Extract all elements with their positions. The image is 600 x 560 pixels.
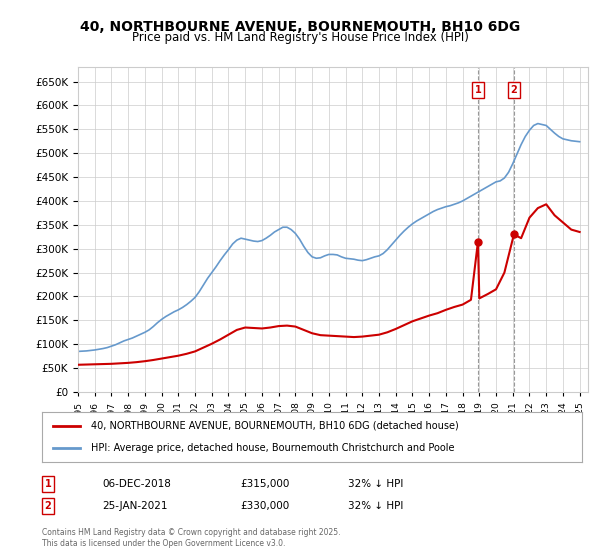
Text: 40, NORTHBOURNE AVENUE, BOURNEMOUTH, BH10 6DG: 40, NORTHBOURNE AVENUE, BOURNEMOUTH, BH1… [80, 20, 520, 34]
Text: Price paid vs. HM Land Registry's House Price Index (HPI): Price paid vs. HM Land Registry's House … [131, 31, 469, 44]
Text: 2: 2 [44, 501, 52, 511]
Text: 2: 2 [511, 85, 517, 95]
Text: 1: 1 [475, 85, 481, 95]
Text: 25-JAN-2021: 25-JAN-2021 [102, 501, 167, 511]
Text: £315,000: £315,000 [240, 479, 289, 489]
Text: Contains HM Land Registry data © Crown copyright and database right 2025.
This d: Contains HM Land Registry data © Crown c… [42, 528, 341, 548]
Text: 32% ↓ HPI: 32% ↓ HPI [348, 501, 403, 511]
Text: 06-DEC-2018: 06-DEC-2018 [102, 479, 171, 489]
Text: 1: 1 [44, 479, 52, 489]
Text: £330,000: £330,000 [240, 501, 289, 511]
Text: 32% ↓ HPI: 32% ↓ HPI [348, 479, 403, 489]
Text: 40, NORTHBOURNE AVENUE, BOURNEMOUTH, BH10 6DG (detached house): 40, NORTHBOURNE AVENUE, BOURNEMOUTH, BH1… [91, 421, 458, 431]
Text: HPI: Average price, detached house, Bournemouth Christchurch and Poole: HPI: Average price, detached house, Bour… [91, 443, 454, 453]
